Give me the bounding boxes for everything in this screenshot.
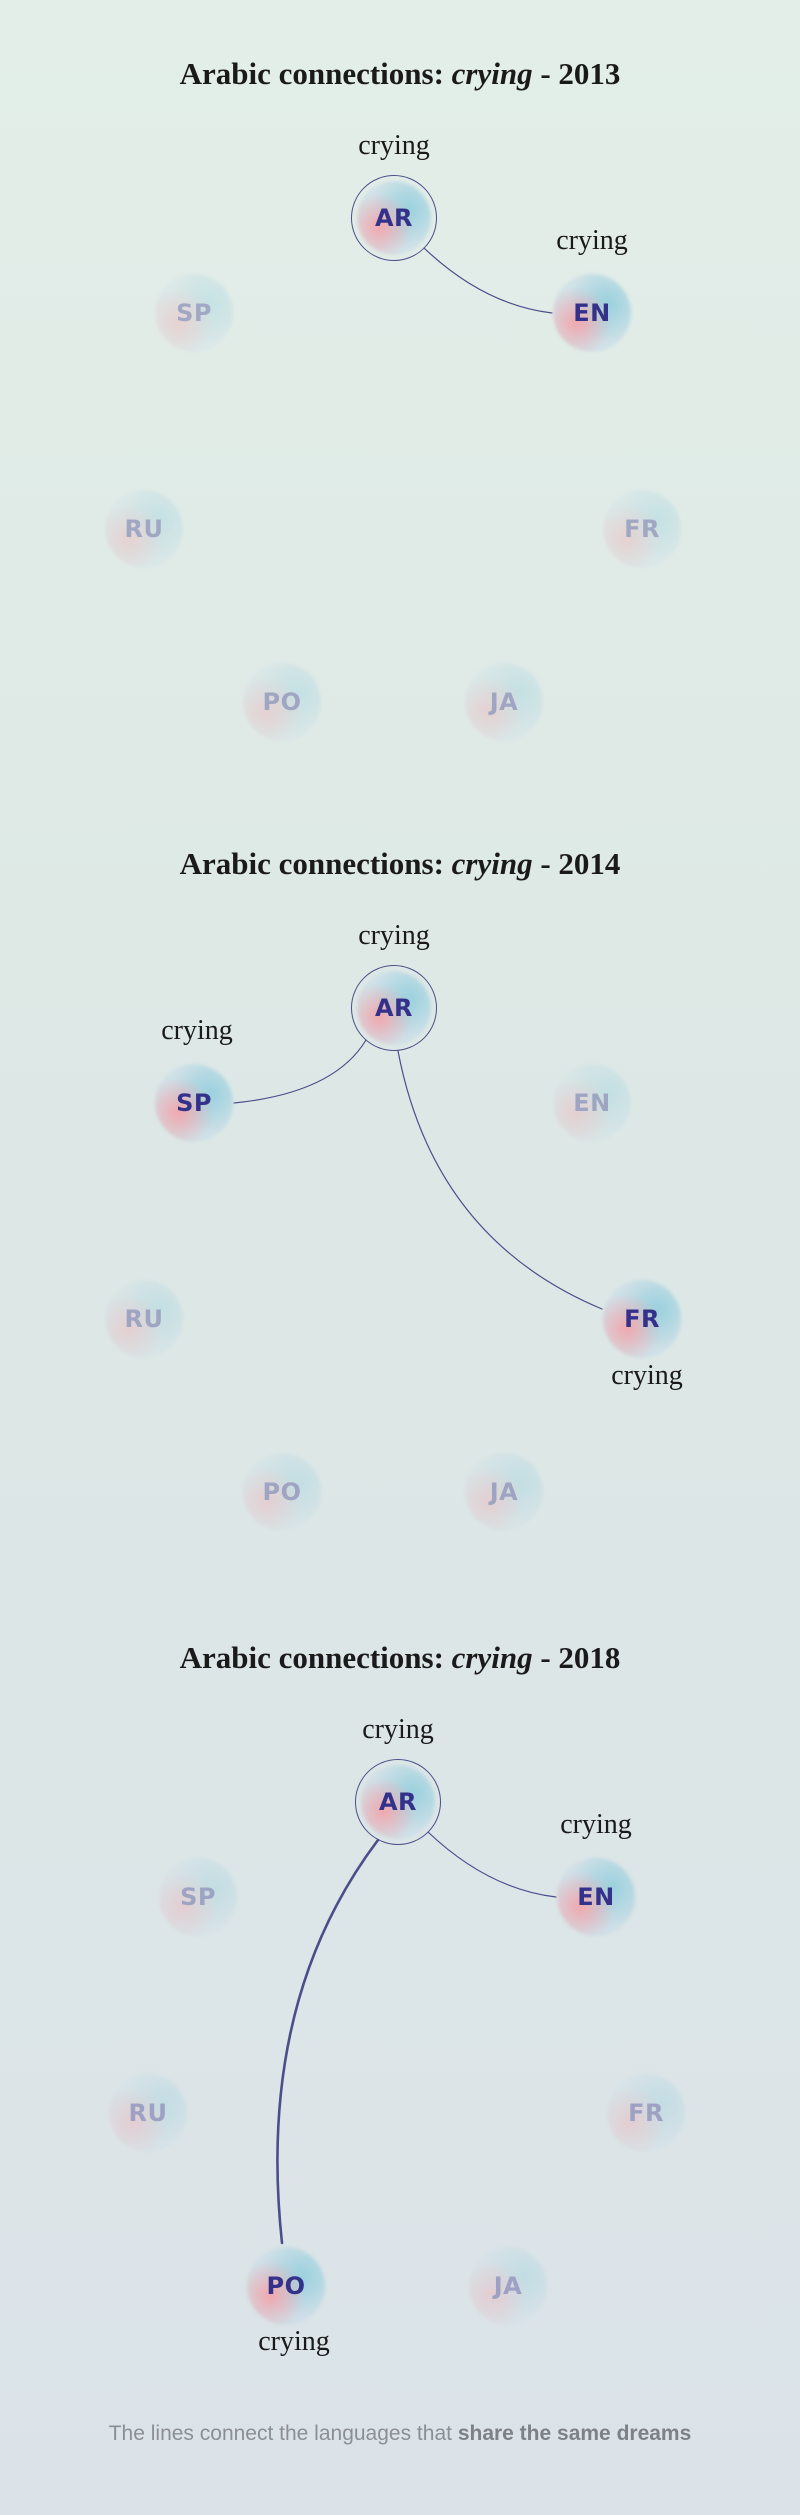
- language-code: JA: [494, 2272, 523, 2300]
- language-code: EN: [573, 1089, 610, 1117]
- connection-panel: Arabic connections: crying - 2013 AR cryin…: [0, 0, 800, 780]
- word-label-en: crying: [556, 225, 628, 257]
- language-code: AR: [375, 204, 413, 232]
- language-code: RU: [125, 1305, 164, 1333]
- word-label-ar: crying: [362, 1714, 434, 1746]
- language-node-sp: SP: [155, 1854, 241, 1940]
- word-label-sp: crying: [161, 1015, 233, 1047]
- language-node-ja: JA: [465, 2243, 551, 2329]
- language-node-fr: FR: [599, 486, 685, 572]
- connection-lines: [0, 790, 800, 1570]
- footer-note: The lines connect the languages that sha…: [0, 2422, 800, 2446]
- link-ar-sp: [234, 1040, 366, 1103]
- link-ar-en: [428, 1832, 556, 1897]
- language-code: EN: [573, 299, 610, 327]
- language-node-fr: FR: [599, 1276, 685, 1362]
- language-node-en: EN: [549, 270, 635, 356]
- language-code: JA: [490, 1478, 519, 1506]
- language-node-ja: JA: [461, 659, 547, 745]
- connection-panel: Arabic connections: crying - 2018 AR cryin…: [0, 1584, 800, 2364]
- language-node-ar: AR: [355, 1759, 441, 1845]
- word-label-ar: crying: [358, 130, 430, 162]
- language-code: PO: [267, 2272, 306, 2300]
- language-code: SP: [176, 299, 212, 327]
- language-code: AR: [375, 994, 413, 1022]
- language-code: EN: [577, 1883, 614, 1911]
- language-node-ru: RU: [105, 2070, 191, 2156]
- language-code: PO: [263, 688, 302, 716]
- language-node-en: EN: [553, 1854, 639, 1940]
- language-code: FR: [628, 2099, 664, 2127]
- connection-lines: [0, 1584, 800, 2364]
- language-code: RU: [125, 515, 164, 543]
- link-ar-en: [424, 248, 552, 313]
- language-node-fr: FR: [603, 2070, 689, 2156]
- language-code: FR: [624, 1305, 660, 1333]
- language-node-sp: SP: [151, 1060, 237, 1146]
- language-node-ar: AR: [351, 965, 437, 1051]
- word-label-po: crying: [258, 2326, 330, 2358]
- language-code: SP: [176, 1089, 212, 1117]
- word-label-en: crying: [560, 1809, 632, 1841]
- footer-text: The lines connect the languages that: [109, 2422, 452, 2445]
- connection-panel: Arabic connections: crying - 2014 AR cryin…: [0, 790, 800, 1570]
- language-code: FR: [624, 515, 660, 543]
- word-label-ar: crying: [358, 920, 430, 952]
- language-node-ar: AR: [351, 175, 437, 261]
- language-node-ru: RU: [101, 1276, 187, 1362]
- language-code: SP: [180, 1883, 216, 1911]
- language-code: JA: [490, 688, 519, 716]
- link-ar-po: [277, 1840, 378, 2243]
- word-label-fr: crying: [611, 1360, 683, 1392]
- language-code: RU: [129, 2099, 168, 2127]
- footer-strong-text: share the same dreams: [458, 2422, 691, 2445]
- language-node-po: PO: [239, 659, 325, 745]
- language-code: PO: [263, 1478, 302, 1506]
- connection-lines: [0, 0, 800, 780]
- language-node-ru: RU: [101, 486, 187, 572]
- language-node-po: PO: [243, 2243, 329, 2329]
- language-node-po: PO: [239, 1449, 325, 1535]
- language-node-sp: SP: [151, 270, 237, 356]
- language-node-ja: JA: [461, 1449, 547, 1535]
- language-code: AR: [379, 1788, 417, 1816]
- language-node-en: EN: [549, 1060, 635, 1146]
